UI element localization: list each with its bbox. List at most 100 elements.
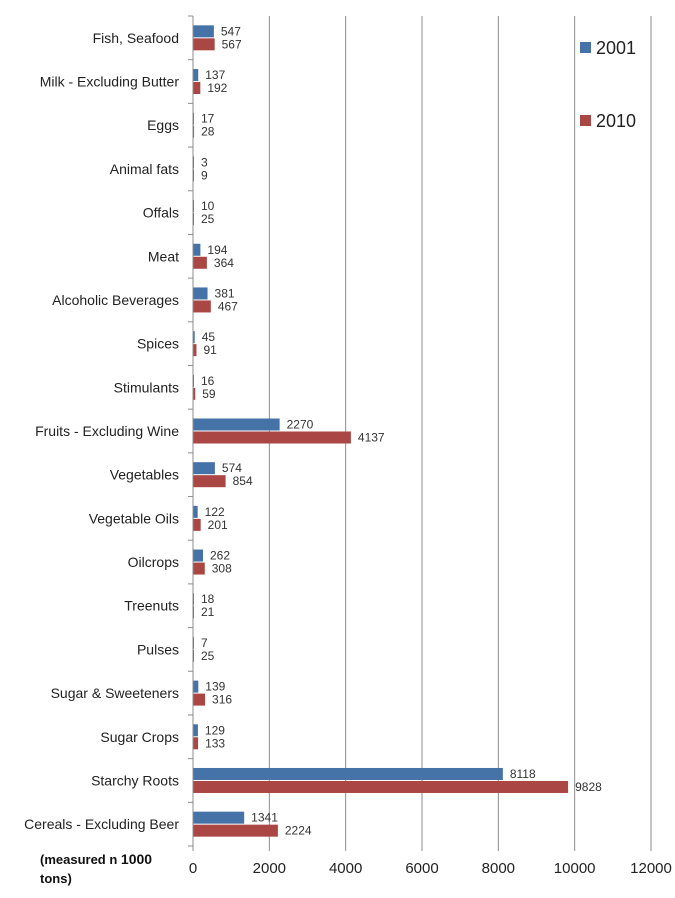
data-label-2001: 7 bbox=[201, 636, 208, 650]
data-label-2010: 28 bbox=[201, 125, 215, 139]
bar-2010 bbox=[193, 431, 351, 444]
axis-unit-note: (measured n 1000 tons) bbox=[40, 851, 153, 886]
data-label-2001: 18 bbox=[201, 592, 215, 606]
labels: 0 2000 4000 6000 8000 10000 12000 Fish, Seafood… bbox=[24, 24, 672, 877]
data-label-2010: 364 bbox=[214, 256, 234, 270]
data-label-2010: 854 bbox=[233, 474, 253, 488]
data-label-2010: 316 bbox=[212, 693, 232, 707]
legend-label-2001: 2001 bbox=[596, 38, 636, 58]
category-label: Fruits - Excluding Wine bbox=[35, 423, 179, 439]
bar-2010 bbox=[193, 387, 196, 400]
category-label: Stimulants bbox=[114, 379, 179, 395]
bar-2001 bbox=[193, 680, 199, 693]
x-tick-label: 8000 bbox=[482, 860, 515, 877]
data-label-2010: 192 bbox=[207, 81, 227, 95]
data-label-2010: 59 bbox=[202, 387, 216, 401]
x-tick-label: 0 bbox=[189, 860, 197, 877]
data-label-2010: 25 bbox=[201, 212, 215, 226]
category-label: Fish, Seafood bbox=[93, 30, 179, 46]
bar-2001 bbox=[193, 287, 208, 300]
bar-2001 bbox=[193, 724, 198, 737]
bar-2010 bbox=[193, 125, 195, 138]
bar-2001 bbox=[193, 462, 215, 475]
data-label-2010: 4137 bbox=[358, 431, 385, 445]
bar-2001 bbox=[193, 549, 203, 562]
data-label-2001: 2270 bbox=[287, 418, 314, 432]
data-label-2010: 9828 bbox=[575, 780, 602, 794]
data-label-2001: 381 bbox=[215, 286, 235, 300]
x-tick-label: 4000 bbox=[329, 860, 362, 877]
x-tick-label: 6000 bbox=[405, 860, 438, 877]
bar-2001 bbox=[193, 243, 201, 256]
legend-label-2010: 2010 bbox=[596, 111, 636, 131]
axes bbox=[188, 15, 652, 851]
legend-swatch-2001 bbox=[580, 42, 591, 53]
x-tick-label: 2000 bbox=[253, 860, 286, 877]
legend: 2001 2010 bbox=[580, 38, 636, 131]
data-label-2010: 91 bbox=[203, 343, 217, 357]
data-label-2001: 16 bbox=[201, 374, 215, 388]
bar-2001 bbox=[193, 418, 280, 431]
bar-2010 bbox=[193, 475, 226, 488]
data-label-2001: 547 bbox=[221, 24, 241, 38]
data-label-2001: 262 bbox=[210, 549, 230, 563]
category-label: Starchy Roots bbox=[91, 772, 179, 788]
bar-2001 bbox=[193, 25, 214, 38]
data-label-2001: 10 bbox=[201, 199, 215, 213]
bar-2010 bbox=[193, 562, 205, 575]
data-label-2010: 25 bbox=[201, 649, 215, 663]
category-label: Animal fats bbox=[110, 161, 179, 177]
bar-2001 bbox=[193, 505, 198, 518]
category-label: Alcoholic Beverages bbox=[52, 292, 179, 308]
data-label-2010: 133 bbox=[205, 736, 225, 750]
data-label-2001: 129 bbox=[205, 723, 225, 737]
bar-2010 bbox=[193, 256, 207, 269]
bar-2010 bbox=[193, 737, 199, 750]
gridlines bbox=[268, 16, 652, 846]
data-label-2001: 1341 bbox=[251, 811, 278, 825]
data-label-2001: 574 bbox=[222, 461, 242, 475]
data-label-2001: 122 bbox=[205, 505, 225, 519]
bar-2001 bbox=[193, 331, 195, 344]
data-label-2010: 467 bbox=[218, 299, 238, 313]
data-label-2010: 201 bbox=[208, 518, 228, 532]
bar-2010 bbox=[193, 38, 215, 51]
category-label: Spices bbox=[137, 336, 179, 352]
category-label: Sugar Crops bbox=[100, 729, 179, 745]
legend-swatch-2010 bbox=[580, 115, 591, 126]
category-label: Offals bbox=[143, 205, 179, 221]
bar-2001 bbox=[193, 811, 245, 824]
bar-2001 bbox=[193, 69, 199, 82]
bar-2010 bbox=[193, 518, 201, 531]
bar-2010 bbox=[193, 824, 278, 837]
category-label: Treenuts bbox=[124, 598, 179, 614]
category-label: Oilcrops bbox=[128, 554, 179, 570]
category-label: Vegetable Oils bbox=[89, 510, 179, 526]
data-label-2001: 17 bbox=[201, 112, 215, 126]
data-label-2001: 194 bbox=[207, 243, 227, 257]
bar-2010 bbox=[193, 344, 197, 357]
data-label-2001: 45 bbox=[202, 330, 216, 344]
category-label: Sugar & Sweeteners bbox=[51, 685, 179, 701]
x-tick-label: 10000 bbox=[554, 860, 596, 877]
data-label-2001: 3 bbox=[201, 155, 208, 169]
category-label: Meat bbox=[148, 248, 179, 264]
data-label-2010: 21 bbox=[201, 605, 215, 619]
data-label-2001: 139 bbox=[205, 680, 225, 694]
category-label: Pulses bbox=[137, 641, 179, 657]
bar-2010 bbox=[193, 300, 211, 313]
data-label-2001: 8118 bbox=[510, 767, 536, 781]
data-label-2010: 9 bbox=[201, 168, 208, 182]
bar-2010 bbox=[193, 82, 201, 95]
category-label: Eggs bbox=[147, 117, 179, 133]
bar-2010 bbox=[193, 780, 569, 793]
bar-2001 bbox=[193, 767, 503, 780]
data-label-2010: 567 bbox=[222, 37, 242, 51]
x-tick-label: 12000 bbox=[630, 860, 672, 877]
category-label: Milk - Excluding Butter bbox=[40, 74, 180, 90]
data-label-2010: 308 bbox=[212, 562, 232, 576]
bars bbox=[193, 25, 569, 837]
category-label: Cereals - Excluding Beer bbox=[24, 816, 179, 832]
bar-2010 bbox=[193, 693, 206, 706]
